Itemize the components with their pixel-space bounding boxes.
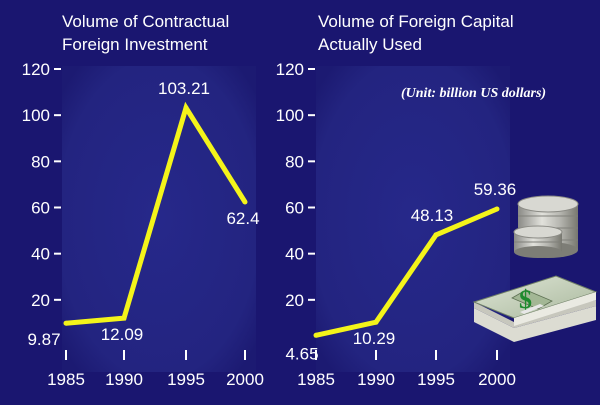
left-chart-title-line2: Foreign Investment: [62, 35, 208, 54]
data-point: [242, 199, 248, 205]
x-tick-label: 1995: [417, 370, 455, 389]
y-tick-label: 40: [285, 245, 304, 264]
x-tick-label: 1985: [297, 370, 335, 389]
data-label: 62.4: [226, 209, 259, 228]
x-tick-label: 1990: [105, 370, 143, 389]
data-label: 59.36: [474, 180, 517, 199]
y-tick-label: 20: [31, 291, 50, 310]
y-tick-label: 80: [285, 152, 304, 171]
data-point: [121, 315, 127, 321]
y-tick-label: 60: [31, 199, 50, 218]
y-tick-label: 80: [31, 152, 50, 171]
data-point: [63, 320, 69, 326]
series-line: [65, 101, 248, 326]
data-label: 10.29: [353, 329, 396, 348]
right-chart: 20 40 60 80 100 120 1985 1990 1995 2000 4.65 10.29 4…: [276, 60, 517, 389]
y-tick-label: 100: [22, 106, 50, 125]
x-tick-label: 2000: [478, 370, 516, 389]
right-chart-title-line1: Volume of Foreign Capital: [318, 12, 514, 31]
x-tick-label: 1995: [167, 370, 205, 389]
data-point: [433, 232, 439, 238]
x-tick-label: 2000: [226, 370, 264, 389]
data-label: 4.65: [285, 344, 318, 363]
y-tick-label: 20: [285, 291, 304, 310]
left-chart-title-line1: Volume of Contractual: [62, 12, 229, 31]
series-line: [315, 206, 498, 338]
data-label: 103.21: [158, 79, 210, 98]
data-label: 48.13: [411, 206, 454, 225]
svg-text:$: $: [519, 285, 532, 314]
dollar-bundle-icon: $: [472, 275, 598, 342]
y-tick-label: 120: [276, 60, 304, 79]
data-label: 12.09: [101, 325, 144, 344]
coin-stack-icon: [513, 195, 579, 258]
y-tick-label: 40: [31, 245, 50, 264]
x-tick-label: 1985: [47, 370, 85, 389]
y-tick-label: 60: [285, 199, 304, 218]
unit-note: (Unit: billion US dollars): [401, 86, 546, 101]
x-tick-label: 1990: [357, 370, 395, 389]
data-point: [494, 206, 500, 212]
data-point: [183, 105, 189, 111]
left-chart: 20 40 60 80 100 120 1985 1990 1995 2000 9.87 12.09 1…: [22, 60, 264, 389]
data-label: 9.87: [27, 330, 60, 349]
data-point: [373, 319, 379, 325]
data-point: [313, 332, 319, 338]
y-tick-label: 120: [22, 60, 50, 79]
right-chart-title-line2: Actually Used: [318, 35, 422, 54]
y-tick-label: 100: [276, 106, 304, 125]
